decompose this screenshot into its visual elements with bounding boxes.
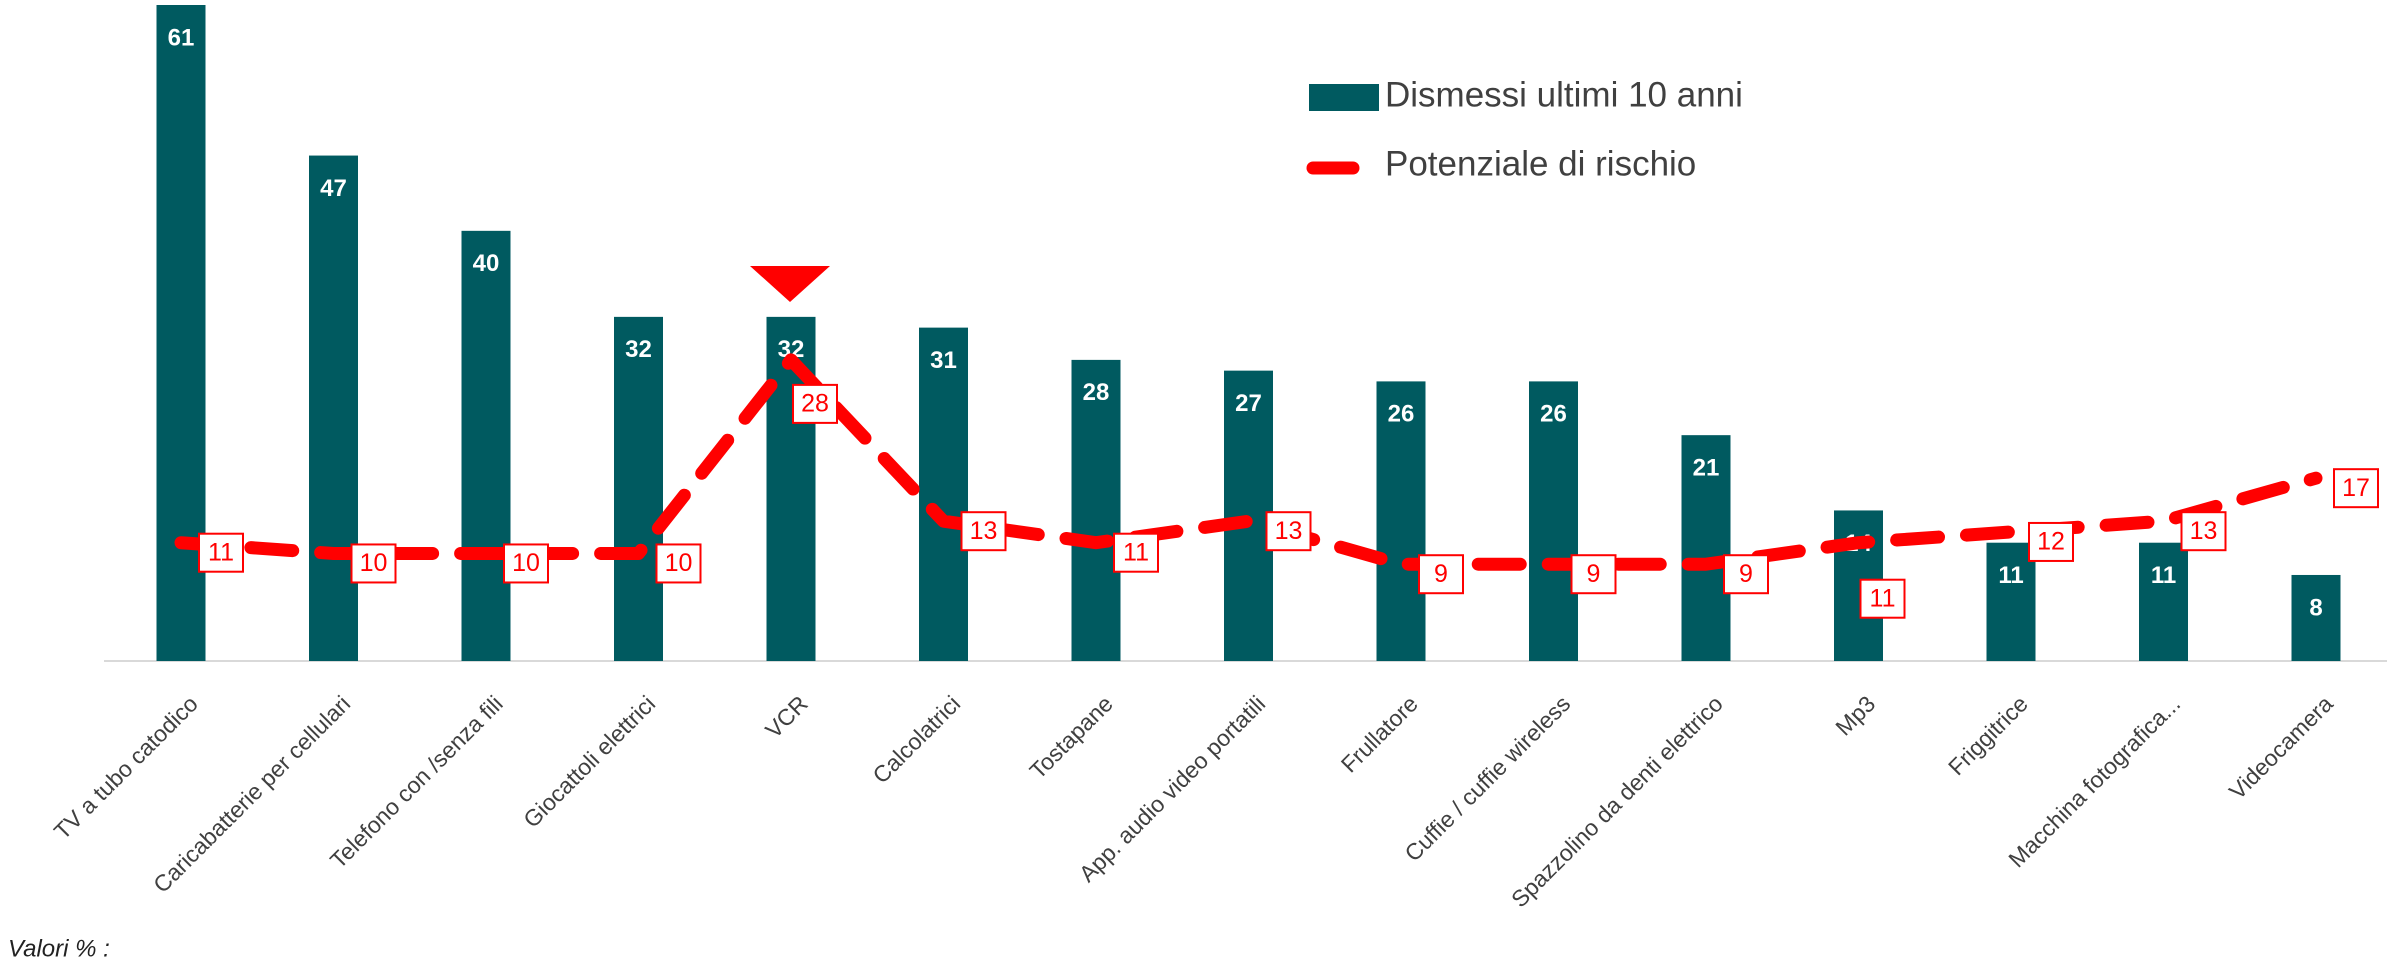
risk-value-label: 13 [1265, 511, 1312, 552]
x-tick-label: Macchina fotografica... [2003, 690, 2185, 872]
risk-value-label: 12 [2028, 521, 2074, 562]
x-tick-label: Frullatore [1336, 690, 1423, 777]
bar-value-label: 21 [1693, 455, 1720, 482]
label-box [350, 543, 397, 584]
label-box [1265, 511, 1312, 552]
bar-value-label: 31 [930, 347, 957, 374]
risk-value-text: 12 [2037, 528, 2065, 556]
label-box [503, 543, 549, 584]
risk-value-text: 11 [208, 538, 234, 566]
bar [614, 316, 663, 661]
risk-value-label: 9 [1418, 554, 1464, 595]
x-tick-label: Videocamera [2224, 690, 2338, 804]
label-box [198, 532, 244, 573]
bar-value-label: 26 [1388, 401, 1415, 428]
x-tick-label: Calcolatrici [867, 690, 965, 788]
bar [156, 5, 206, 661]
risk-value-text: 9 [1434, 560, 1448, 588]
risk-value-text: 28 [801, 389, 829, 417]
bar-value-label: 61 [168, 24, 195, 51]
legend-label: Potenziale di rischio [1385, 144, 1696, 183]
bar-value-label: 11 [2151, 562, 2176, 589]
risk-value-text: 11 [1123, 538, 1149, 566]
risk-value-label: 11 [198, 532, 244, 573]
bar [309, 155, 358, 661]
x-tick-label: VCR [760, 690, 813, 743]
bar-value-label: 26 [1540, 401, 1567, 428]
bar-value-label: 47 [320, 175, 347, 202]
risk-value-text: 10 [665, 549, 693, 577]
footnote: Valori % : [8, 935, 110, 959]
risk-value-label: 10 [350, 543, 397, 584]
risk-value-label: 13 [960, 511, 1007, 552]
risk-value-label: 9 [1723, 554, 1769, 595]
legend-swatch [1309, 84, 1379, 111]
bar [2291, 574, 2341, 661]
bar [919, 327, 968, 661]
label-box [2180, 511, 2227, 552]
label-box [655, 543, 702, 584]
bar [1071, 359, 1121, 661]
bar [461, 230, 511, 661]
legend-label: Dismessi ultimi 10 anni [1385, 75, 1743, 114]
highlight-arrow [750, 266, 830, 302]
risk-value-text: 9 [1587, 560, 1601, 588]
risk-value-label: 13 [2180, 511, 2227, 552]
bar-value-label: 8 [2309, 594, 2322, 621]
x-tick-label: TV a tubo catodico [49, 690, 203, 844]
label-box [1723, 554, 1769, 595]
bar-value-label: 28 [1083, 379, 1110, 406]
risk-value-text: 10 [360, 549, 388, 577]
bar-value-label: 27 [1235, 390, 1262, 417]
bar [1681, 435, 1731, 661]
risk-value-text: 17 [2342, 474, 2370, 502]
bar [2139, 542, 2188, 661]
bar [1376, 381, 1426, 661]
risk-value-text: 13 [1275, 517, 1303, 545]
risk-value-label: 11 [1859, 578, 1906, 619]
risk-value-text: 13 [970, 517, 998, 545]
bar-value-label: 40 [473, 250, 500, 277]
label-box [1113, 532, 1159, 573]
label-box [960, 511, 1007, 552]
risk-value-text: 11 [1870, 584, 1896, 612]
label-box [2028, 521, 2074, 562]
bar [1986, 542, 2036, 661]
x-tick-label: Tostapane [1024, 690, 1117, 783]
label-box [792, 383, 838, 424]
risk-value-label: 9 [1570, 554, 1617, 595]
x-tick-label: Giocattoli elettrici [518, 690, 660, 832]
risk-value-label: 11 [1113, 532, 1159, 573]
x-tick-label: Mp3 [1830, 690, 1880, 740]
risk-value-label: 10 [655, 543, 702, 584]
risk-value-text: 9 [1739, 560, 1753, 588]
label-box [1570, 554, 1617, 595]
risk-value-text: 10 [512, 549, 540, 577]
bar-value-label: 11 [1998, 562, 2023, 589]
label-box [2333, 468, 2379, 509]
risk-value-text: 13 [2190, 517, 2218, 545]
risk-value-label: 17 [2333, 468, 2379, 509]
label-box [1859, 578, 1906, 619]
risk-value-label: 10 [503, 543, 549, 584]
risk-value-label: 28 [792, 383, 838, 424]
label-box [1418, 554, 1464, 595]
x-tick-label: Cuffie / cuffie wireless [1399, 690, 1575, 866]
bar-value-label: 32 [625, 336, 652, 363]
bar [1529, 381, 1578, 661]
x-tick-label: Friggitrice [1943, 690, 2033, 780]
x-tick-label: Telefono con /senza fili [325, 690, 508, 873]
